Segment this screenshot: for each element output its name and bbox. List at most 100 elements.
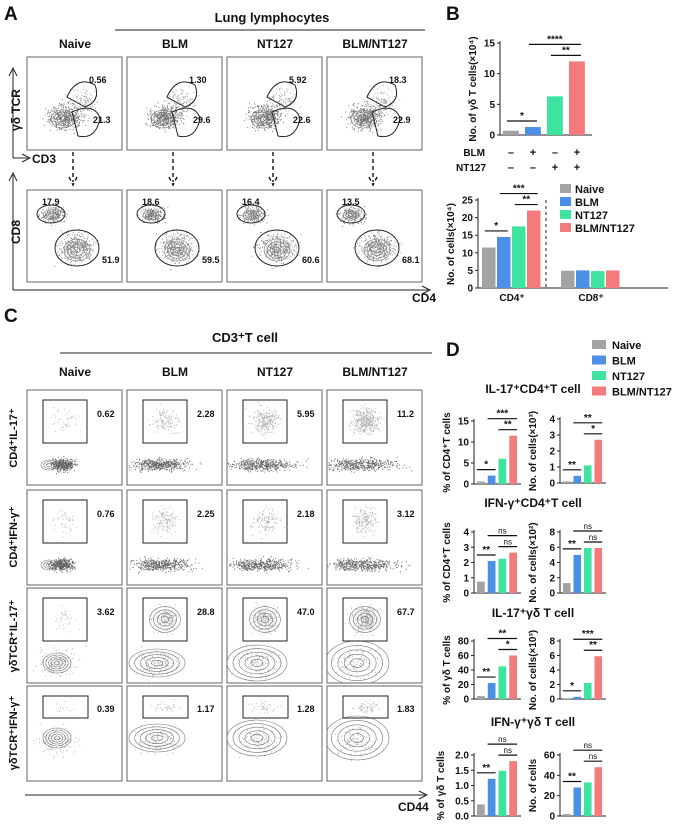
- gate-value: 2.28: [197, 409, 215, 419]
- plot-frame: [227, 390, 322, 485]
- bar-blm-nt127: [509, 436, 517, 484]
- plot-frame: [127, 490, 222, 585]
- y-tick-label: 8: [549, 637, 555, 648]
- gate-cd4: [355, 230, 399, 266]
- panel-c-col-blm-nt127: BLM/NT127: [342, 365, 408, 379]
- y-tick-label: 4: [549, 558, 555, 569]
- contour-line: [44, 462, 55, 469]
- event-dots: [152, 506, 180, 537]
- contour-line: [325, 716, 389, 760]
- gate-gd-tcr: [67, 82, 97, 107]
- bar-naive: [563, 481, 571, 483]
- panel-d-label: D: [446, 340, 460, 361]
- gate-value: 2.18: [297, 509, 315, 519]
- legend-swatch: [560, 223, 571, 232]
- bar-naive: [477, 582, 485, 593]
- condition-mark: +: [552, 162, 558, 174]
- significance-label: ns: [504, 538, 512, 547]
- plot-frame: [27, 57, 122, 150]
- legend-swatch: [560, 184, 571, 193]
- y-axis-label: No. of cells(×10³): [528, 630, 539, 710]
- contour-line: [371, 245, 384, 256]
- y-tick-label: 10: [462, 248, 474, 259]
- flow-plot-c-r1-c1: 2.25: [127, 490, 222, 585]
- bar-naive: [477, 481, 485, 484]
- bar-nt127: [584, 548, 592, 593]
- flow-plot-cd4-cd8-1: 18.659.5: [127, 190, 222, 282]
- bar-blm-nt127: [569, 61, 585, 135]
- flow-plot-c-r2-c3: 67.7: [325, 588, 422, 685]
- y-tick-label: 0: [549, 589, 555, 600]
- gate-value-cd3: 22.6: [293, 115, 311, 125]
- flow-cytometry-plots: 0.5621.31.3029.65.9222.618.322.917.951.9…: [27, 57, 422, 781]
- significance-label: **: [522, 195, 530, 206]
- condition-mark: +: [574, 162, 580, 174]
- y-axis-label: % of γδ T cells: [436, 750, 447, 820]
- event-dots: [55, 606, 80, 632]
- bar-blm-nt127: [595, 440, 603, 483]
- event-dots: [218, 556, 309, 573]
- legend-label: BLM: [612, 356, 636, 368]
- panel-c-x-axis: CD44: [398, 800, 429, 814]
- gate-value: 67.7: [397, 607, 415, 617]
- flow-plot-c-r0-c0: 0.62: [27, 390, 122, 485]
- gate-value: 47.0: [297, 607, 315, 617]
- gate-value: 1.28: [297, 704, 315, 714]
- significance-label: *: [591, 424, 595, 435]
- legend-label: BLM: [575, 197, 599, 209]
- panel-c-title: CD3⁺T cell: [212, 330, 278, 345]
- event-dots: [147, 404, 181, 433]
- bar-nt127: [499, 666, 507, 699]
- significance-label: *: [520, 111, 524, 122]
- bar-nt127: [547, 96, 563, 135]
- y-tick-label: 2: [549, 447, 555, 458]
- flow-plot-c-r2-c0: 3.62: [27, 588, 122, 683]
- bar-blm: [488, 683, 496, 699]
- y-tick-label: 60: [458, 651, 470, 662]
- bar-nt127: [499, 771, 507, 816]
- panel-c-col-nt127: NT127: [257, 365, 293, 379]
- flow-plot-cd4-cd8-2: 16.460.6: [227, 190, 322, 282]
- y-axis-label: % of γδ T cells: [442, 635, 453, 705]
- gate-value-cd3: 22.9: [393, 115, 411, 125]
- contour-line: [325, 641, 389, 685]
- y-axis-label: No. of cells: [528, 758, 539, 812]
- significance-label: **: [482, 763, 490, 774]
- event-dots: [43, 100, 90, 134]
- y-tick-label: 6: [549, 651, 555, 662]
- flow-plot-c-r3-c1: 1.17: [127, 686, 222, 781]
- bar-nt127: [591, 271, 605, 288]
- event-dots: [250, 506, 285, 539]
- event-dots: [332, 643, 383, 679]
- significance-label: **: [568, 460, 576, 471]
- gate-rectangle: [243, 696, 288, 718]
- contour-line: [331, 720, 382, 755]
- significance-label: *: [570, 681, 574, 692]
- x-category-label: CD8⁺: [578, 293, 603, 304]
- y-axis-label: % of CD4⁺T cells: [442, 522, 453, 603]
- legend-label: BLM/NT127: [612, 387, 672, 399]
- condition-mark: –: [552, 147, 558, 159]
- gate-rectangle: [43, 400, 87, 443]
- legend-label: BLM/NT127: [575, 223, 635, 235]
- significance-label: **: [568, 772, 576, 783]
- y-tick-label: 15: [458, 417, 470, 428]
- flow-plot-c-r0-c3: 11.2: [314, 390, 422, 485]
- bar-blm-nt127: [509, 656, 517, 700]
- gate-value: 2.25: [197, 509, 215, 519]
- gate-value: 11.2: [397, 409, 414, 419]
- bar-nt127: [584, 782, 592, 816]
- panel-c-row-1: CD4⁺IL-17⁺: [8, 408, 20, 467]
- event-dots: [33, 724, 80, 758]
- flow-plot-c-r2-c2: 47.0: [227, 588, 322, 683]
- contour-line: [374, 247, 381, 253]
- condition-mark: –: [530, 162, 536, 174]
- legend-swatch: [560, 197, 571, 206]
- event-dots: [244, 101, 286, 131]
- bar-nt127: [499, 559, 507, 593]
